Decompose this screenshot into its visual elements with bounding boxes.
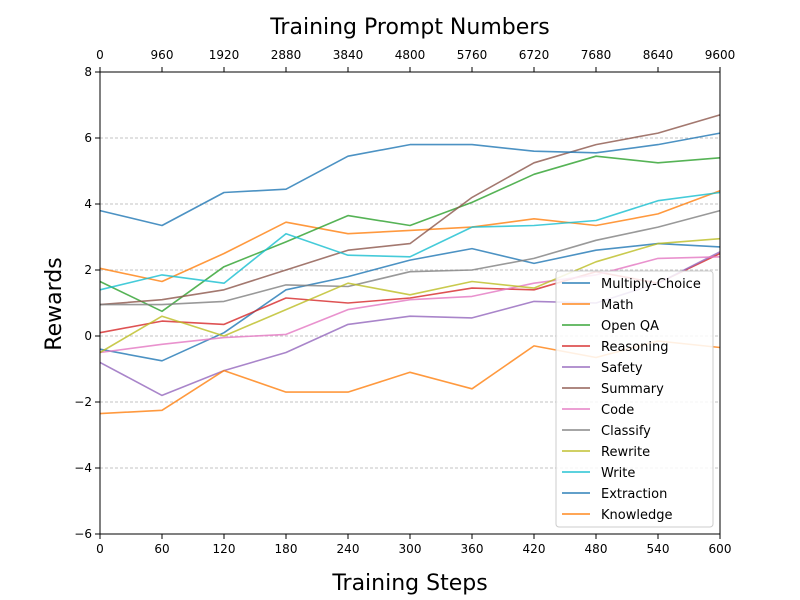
top-tick-label: 9600: [705, 48, 736, 62]
legend-label: Reasoning: [601, 340, 668, 355]
top-tick-label: 8640: [643, 48, 674, 62]
y-tick-label: −4: [74, 461, 92, 475]
x-tick-label: 540: [647, 542, 670, 556]
top-tick-label: 0: [96, 48, 104, 62]
top-tick-label: 6720: [519, 48, 550, 62]
series-line-classify: [100, 209, 721, 306]
top-tick-label: 7680: [581, 48, 612, 62]
y-tick-label: −2: [74, 395, 92, 409]
legend-label: Code: [601, 403, 634, 418]
x-tick-label: 480: [585, 542, 608, 556]
legend-label: Rewrite: [601, 445, 650, 460]
legend-label: Knowledge: [601, 508, 672, 523]
legend-label: Math: [601, 298, 634, 313]
x-tick-label: 240: [337, 542, 360, 556]
y-tick-label: 6: [84, 131, 92, 145]
legend-label: Classify: [601, 424, 651, 439]
series-line-open-qa: [99, 155, 721, 313]
top-tick-label: 2880: [271, 48, 302, 62]
top-tick-label: 5760: [457, 48, 488, 62]
x-tick-label: 60: [154, 542, 169, 556]
legend-label: Multiply-Choice: [601, 277, 701, 292]
top-tick-label: 3840: [333, 48, 364, 62]
y-axis-title: Rewards: [42, 257, 67, 350]
legend-label: Extraction: [601, 487, 667, 502]
top-tick-label: 4800: [395, 48, 426, 62]
legend-label: Summary: [601, 382, 664, 397]
series-line-math: [99, 190, 721, 283]
top-tick-label: 1920: [209, 48, 240, 62]
x-tick-label: 600: [709, 542, 732, 556]
y-tick-label: 2: [84, 263, 92, 277]
series-line-multiply-choice: [99, 242, 721, 362]
y-tick-label: −6: [74, 527, 92, 541]
series-line-write: [99, 191, 721, 291]
chart-title: Training Prompt Numbers: [269, 15, 550, 40]
legend-label: Safety: [601, 361, 643, 376]
series-line-rewrite: [99, 237, 721, 354]
y-tick-label: 8: [84, 65, 92, 79]
x-tick-label: 0: [96, 542, 104, 556]
y-tick-label: 0: [84, 329, 92, 343]
x-tick-label: 360: [461, 542, 484, 556]
x-tick-label: 180: [275, 542, 298, 556]
legend: Multiply-Choice Math Open QA Reasoning Safet…: [555, 270, 714, 528]
top-tick-label: 960: [151, 48, 174, 62]
series-line-summary: [99, 114, 721, 306]
x-tick-label: 420: [523, 542, 546, 556]
x-axis-title: Training Steps: [331, 571, 487, 596]
legend-label: Write: [601, 466, 635, 481]
series-line-code: [99, 256, 721, 354]
legend-label: Open QA: [601, 319, 659, 334]
x-tick-label: 300: [399, 542, 422, 556]
series-line-extraction: [99, 132, 721, 227]
y-tick-label: 4: [84, 197, 92, 211]
legend-box: [555, 270, 714, 528]
x-tick-label: 120: [213, 542, 236, 556]
